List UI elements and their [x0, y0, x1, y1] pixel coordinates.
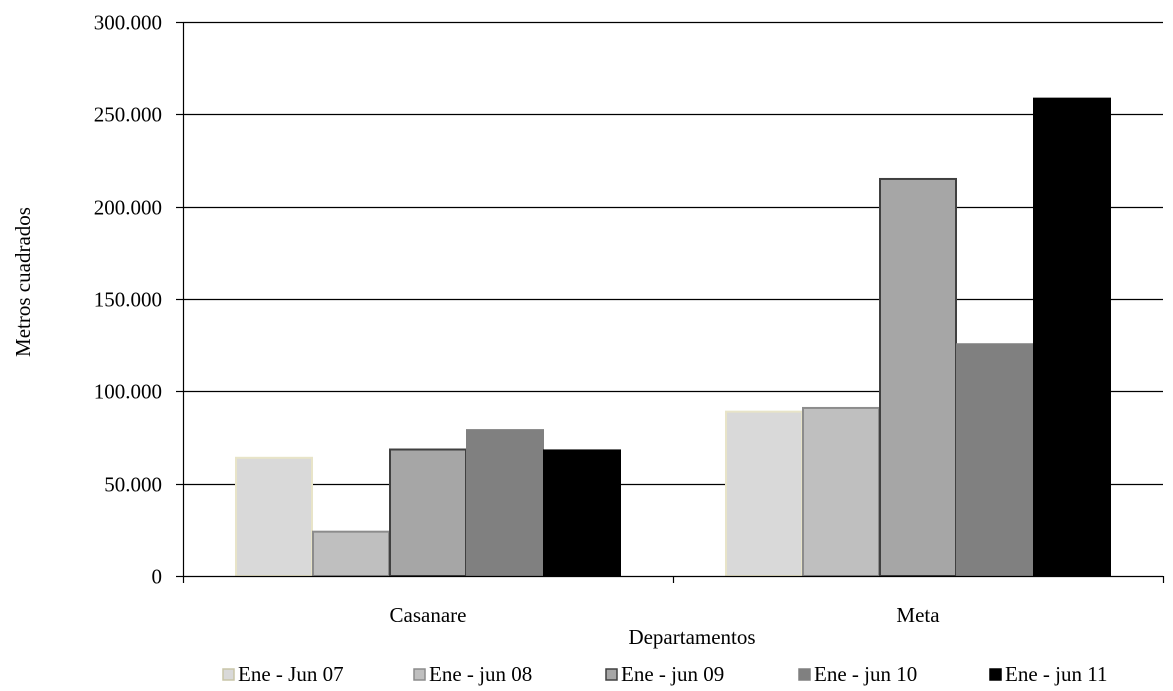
bar — [879, 177, 957, 577]
y-axis-label: Metros cuadrados — [11, 207, 35, 357]
legend-swatch — [798, 668, 811, 681]
y-tick-label: 250.000 — [94, 103, 162, 127]
legend-label: Ene - Jun 07 — [238, 662, 344, 686]
legend-label: Ene - jun 08 — [429, 662, 532, 686]
bar — [389, 448, 467, 577]
bar — [543, 449, 621, 577]
x-category-labels: Casanare Meta — [390, 603, 941, 627]
bar — [312, 530, 390, 577]
legend-swatch — [605, 668, 618, 681]
bar — [956, 343, 1034, 578]
bar — [802, 406, 880, 577]
axes — [176, 21, 1165, 583]
x-axis-label: Departamentos — [628, 625, 755, 649]
legend-label: Ene - jun 09 — [621, 662, 724, 686]
legend-label: Ene - jun 10 — [814, 662, 917, 686]
y-tick-labels: 0 50.000 100.000 150.000 200.000 250.000 300.0… — [94, 11, 162, 589]
x-category-label: Casanare — [390, 603, 467, 627]
bars — [235, 97, 1111, 578]
legend-swatch — [222, 668, 235, 681]
y-tick-label: 0 — [152, 565, 163, 589]
y-tick-label: 100.000 — [94, 380, 162, 404]
legend-label: Ene - jun 11 — [1005, 662, 1107, 686]
y-tick-label: 300.000 — [94, 11, 162, 35]
bar — [725, 410, 803, 577]
legend-swatch — [413, 668, 426, 681]
bar — [235, 456, 313, 577]
bar — [466, 429, 544, 578]
y-tick-label: 50.000 — [104, 473, 162, 497]
legend: Ene - Jun 07 Ene - jun 08 Ene - jun 09 Ene … — [222, 662, 1107, 686]
x-category-label: Meta — [896, 603, 940, 627]
y-tick-label: 150.000 — [94, 288, 162, 312]
bar — [1033, 97, 1111, 578]
legend-swatch — [989, 668, 1002, 681]
y-tick-label: 200.000 — [94, 196, 162, 220]
